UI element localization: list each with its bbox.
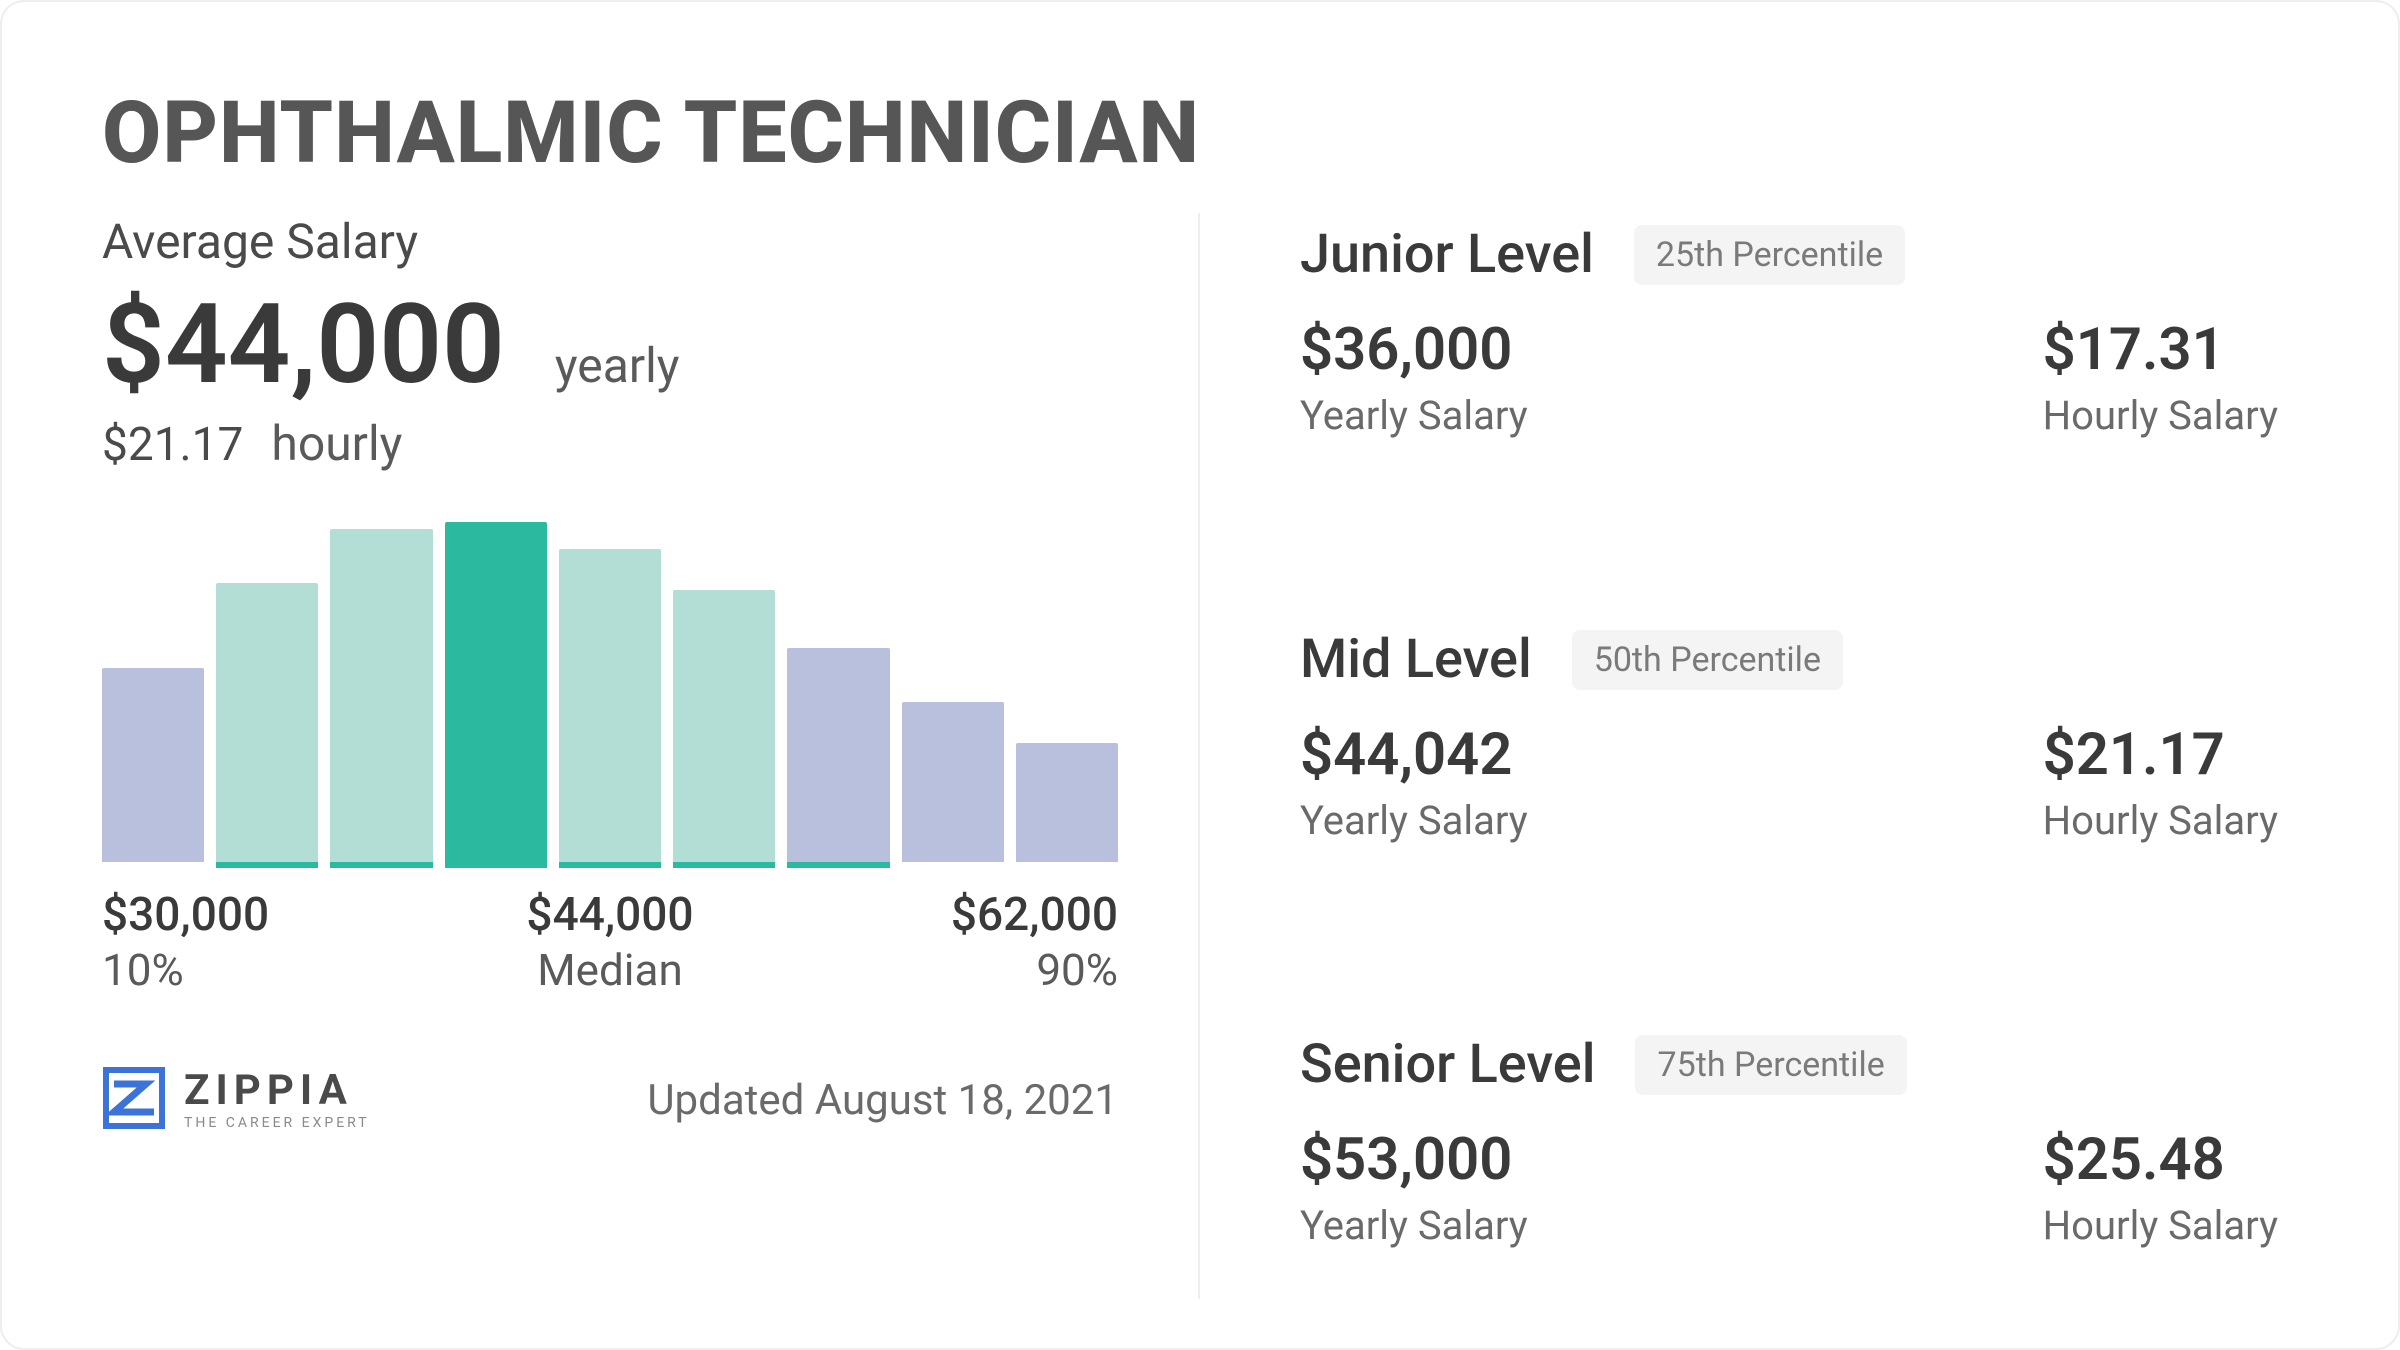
logo-brand: ZIPPIA [184,1070,370,1112]
yearly-label: yearly [555,337,680,394]
logo-tagline: THE CAREER EXPERT [184,1116,370,1130]
updated-date: Updated August 18, 2021 [647,1076,1118,1125]
level-block-0: Junior Level 25th Percentile $36,000 Yea… [1300,223,2298,439]
bar-underline [787,862,889,868]
level-block-2: Senior Level 75th Percentile $53,000 Yea… [1300,1033,2298,1249]
yearly-salary-value: $44,000 [102,280,505,409]
hourly-stat: $21.17 Hourly Salary [2043,721,2278,844]
bar-6 [787,648,889,862]
yearly-value: $44,042 [1300,721,1528,789]
axis-mid: $44,000 Median [526,888,693,996]
level-name: Mid Level [1300,628,1532,691]
average-salary-label: Average Salary [102,213,1118,270]
zippia-logo-icon [102,1066,166,1134]
bar-5 [673,590,775,862]
level-stats: $36,000 Yearly Salary $17.31 Hourly Sala… [1300,316,2298,439]
columns: Average Salary $44,000 yearly $21.17 hou… [102,213,2298,1299]
axis-mid-label: Median [537,944,683,996]
level-name: Senior Level [1300,1033,1595,1096]
axis-left-value: $30,000 [102,888,269,942]
yearly-label: Yearly Salary [1300,1202,1528,1249]
chart-axis: $30,000 10% $44,000 Median $62,000 90% [102,888,1118,996]
hourly-value: $17.31 [2043,316,2278,384]
bar-0 [102,668,204,862]
percentile-badge: 25th Percentile [1634,225,1905,285]
hourly-stat: $17.31 Hourly Salary [2043,316,2278,439]
yearly-stat: $44,042 Yearly Salary [1300,721,1528,844]
bar-8 [1016,743,1118,862]
level-name: Junior Level [1300,223,1594,286]
yearly-label: Yearly Salary [1300,797,1528,844]
yearly-value: $53,000 [1300,1126,1528,1194]
level-block-1: Mid Level 50th Percentile $44,042 Yearly… [1300,628,2298,844]
axis-right-label: 90% [1036,944,1118,996]
bar-7 [902,702,1004,862]
bar-underline [559,862,661,868]
hourly-label: Hourly Salary [2043,1202,2278,1249]
salary-card: OPHTHALMIC TECHNICIAN Average Salary $44… [0,0,2400,1350]
left-panel: Average Salary $44,000 yearly $21.17 hou… [102,213,1200,1299]
level-head: Senior Level 75th Percentile [1300,1033,2298,1096]
axis-left: $30,000 10% [102,888,269,996]
zippia-logo: ZIPPIA THE CAREER EXPERT [102,1066,370,1134]
bar-2 [330,529,432,862]
zippia-logo-text: ZIPPIA THE CAREER EXPERT [184,1070,370,1130]
axis-right: $62,000 90% [951,888,1118,996]
hourly-value: $25.48 [2043,1126,2278,1194]
page-title: OPHTHALMIC TECHNICIAN [102,82,2298,183]
hourly-label: hourly [271,415,402,472]
levels-panel: Junior Level 25th Percentile $36,000 Yea… [1200,213,2298,1299]
yearly-label: Yearly Salary [1300,392,1528,439]
bar-underline [330,862,432,868]
bar-underline [216,862,318,868]
yearly-row: $44,000 yearly [102,280,1118,409]
percentile-badge: 75th Percentile [1635,1035,1906,1095]
bar-underline [673,862,775,868]
bar-underline [445,862,547,868]
bar-4 [559,549,661,862]
hourly-value: $21.17 [2043,721,2278,789]
hourly-label: Hourly Salary [2043,392,2278,439]
distribution-chart: $30,000 10% $44,000 Median $62,000 90% [102,522,1118,996]
level-head: Mid Level 50th Percentile [1300,628,2298,691]
bar-3 [445,522,547,862]
yearly-value: $36,000 [1300,316,1528,384]
level-head: Junior Level 25th Percentile [1300,223,2298,286]
axis-right-value: $62,000 [951,888,1118,942]
left-footer: ZIPPIA THE CAREER EXPERT Updated August … [102,1066,1118,1134]
yearly-stat: $53,000 Yearly Salary [1300,1126,1528,1249]
hourly-label: Hourly Salary [2043,797,2278,844]
hourly-salary-value: $21.17 [102,418,243,472]
hourly-row: $21.17 hourly [102,415,1118,472]
level-stats: $44,042 Yearly Salary $21.17 Hourly Sala… [1300,721,2298,844]
bars-container [102,522,1118,862]
percentile-badge: 50th Percentile [1572,630,1843,690]
level-stats: $53,000 Yearly Salary $25.48 Hourly Sala… [1300,1126,2298,1249]
axis-left-label: 10% [102,944,269,996]
hourly-stat: $25.48 Hourly Salary [2043,1126,2278,1249]
axis-mid-value: $44,000 [526,888,693,942]
bar-1 [216,583,318,862]
yearly-stat: $36,000 Yearly Salary [1300,316,1528,439]
